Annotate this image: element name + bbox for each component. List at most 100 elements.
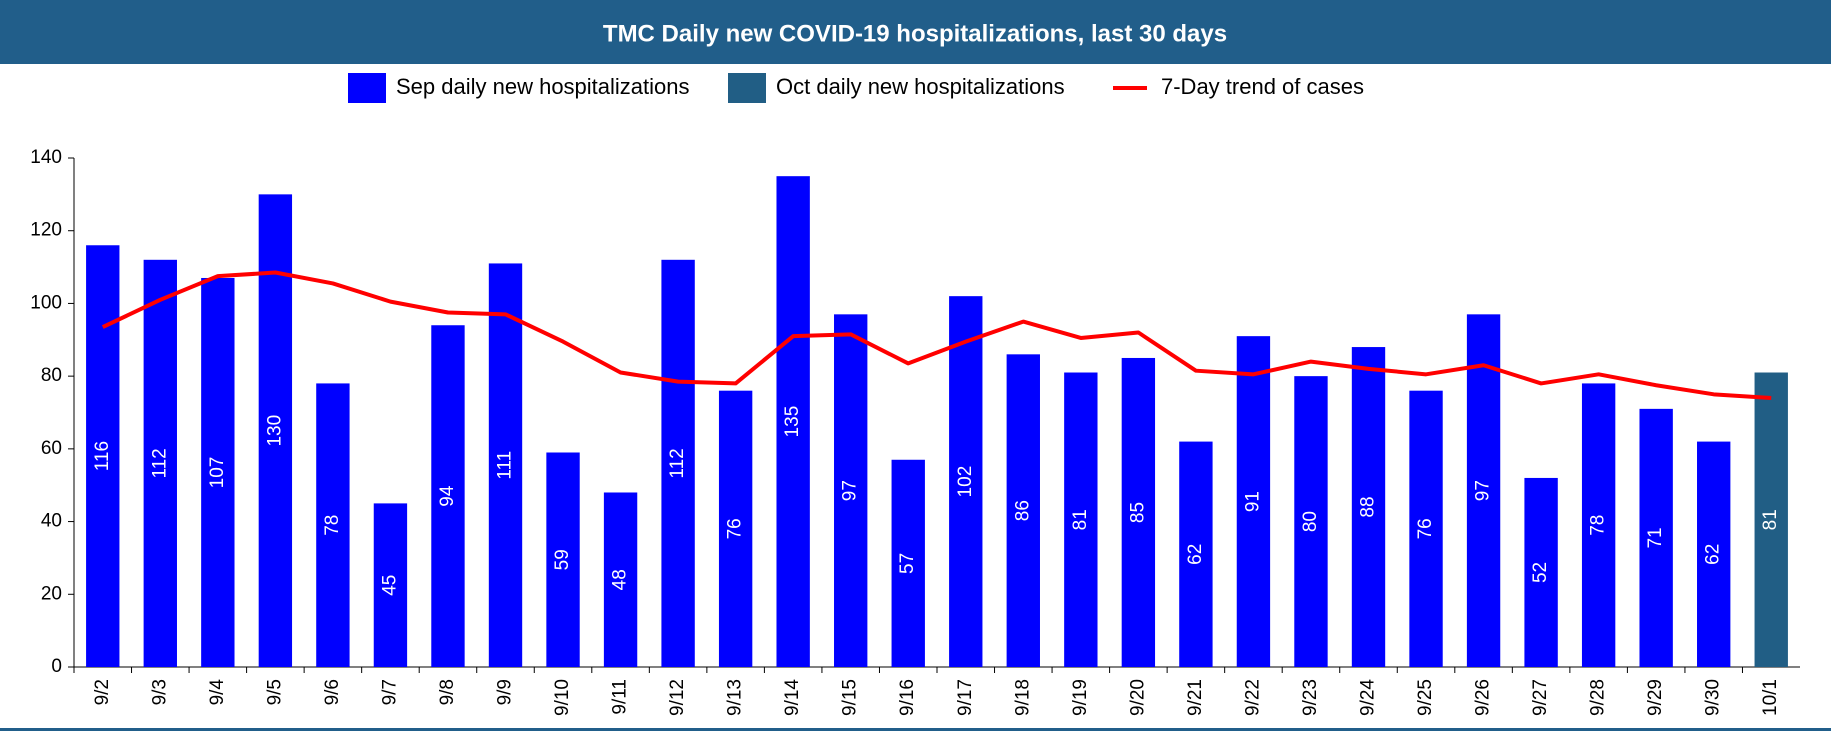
bar xyxy=(201,277,235,667)
data-label: 111 xyxy=(495,451,516,480)
data-label: 71 xyxy=(1645,527,1666,548)
x-tick-label: 10/1 xyxy=(1760,679,1781,716)
trend-line xyxy=(101,270,1772,400)
data-label: 76 xyxy=(1415,518,1436,539)
y-tick-label: 80 xyxy=(41,365,62,386)
x-tick-label: 9/28 xyxy=(1588,679,1609,716)
bar xyxy=(1524,477,1558,667)
bar xyxy=(316,383,350,667)
data-label: 135 xyxy=(782,406,803,438)
bar xyxy=(1351,347,1386,667)
x-tick-label: 9/15 xyxy=(840,679,861,716)
bar xyxy=(891,459,925,667)
bar xyxy=(86,245,120,667)
bar xyxy=(1236,336,1271,667)
data-label: 86 xyxy=(1012,500,1033,521)
x-tick-label: 9/13 xyxy=(725,679,746,716)
bar xyxy=(661,259,695,667)
x-tick-label: 9/30 xyxy=(1703,679,1724,716)
data-label: 102 xyxy=(955,466,976,498)
data-label: 78 xyxy=(1588,515,1609,536)
x-tick-label: 9/18 xyxy=(1012,679,1033,716)
data-label: 48 xyxy=(610,569,631,590)
y-tick-label: 40 xyxy=(41,511,62,532)
data-label: 76 xyxy=(725,518,746,539)
data-label: 85 xyxy=(1127,502,1148,523)
bar xyxy=(1064,372,1098,667)
bar xyxy=(718,390,753,667)
bar xyxy=(1466,314,1501,667)
data-label: 62 xyxy=(1703,544,1724,565)
data-label: 91 xyxy=(1242,491,1263,512)
x-tick-label: 9/5 xyxy=(264,679,285,705)
x-tick-label: 9/24 xyxy=(1358,679,1379,716)
bar xyxy=(1294,376,1328,667)
data-label: 107 xyxy=(207,457,228,489)
x-tick-label: 9/14 xyxy=(782,679,803,716)
bar xyxy=(1179,441,1213,667)
data-label: 97 xyxy=(1473,480,1494,501)
legend-label: Oct daily new hospitalizations xyxy=(776,74,1065,99)
x-tick-label: 9/16 xyxy=(897,679,918,716)
bar xyxy=(1639,408,1673,667)
title-bar xyxy=(0,0,1831,64)
x-tick-label: 9/19 xyxy=(1070,679,1091,716)
x-tick-label: 9/26 xyxy=(1473,679,1494,716)
x-tick-label: 9/21 xyxy=(1185,679,1206,716)
x-tick-label: 9/29 xyxy=(1645,679,1666,716)
x-tick-label: 9/8 xyxy=(437,679,458,705)
bar xyxy=(1581,383,1616,667)
bar xyxy=(949,296,983,667)
x-tick-label: 9/23 xyxy=(1300,679,1321,716)
x-tick-label: 9/10 xyxy=(552,679,573,716)
legend-swatch xyxy=(728,73,766,103)
x-tick-label: 9/11 xyxy=(610,679,631,715)
data-label: 78 xyxy=(322,515,343,536)
data-label: 45 xyxy=(379,575,400,596)
bottom-border xyxy=(0,728,1831,731)
bar xyxy=(1121,357,1156,667)
data-label: 57 xyxy=(897,553,918,574)
bar xyxy=(834,314,868,667)
chart-title: TMC Daily new COVID-19 hospitalizations,… xyxy=(603,20,1227,47)
bar xyxy=(1754,372,1788,667)
bar xyxy=(143,259,177,667)
data-label: 80 xyxy=(1300,511,1321,532)
data-label: 94 xyxy=(437,485,458,507)
y-tick-label: 100 xyxy=(30,292,62,313)
y-tick-label: 60 xyxy=(41,438,62,459)
bar xyxy=(776,176,810,667)
x-tick-label: 9/2 xyxy=(92,679,113,705)
x-tick-label: 9/22 xyxy=(1242,679,1263,716)
data-label: 97 xyxy=(840,480,861,501)
data-label: 116 xyxy=(92,441,113,471)
data-label: 130 xyxy=(264,415,285,447)
legend-swatch xyxy=(348,73,386,103)
data-label: 59 xyxy=(552,549,573,570)
data-label: 88 xyxy=(1358,496,1379,517)
bar xyxy=(603,492,638,667)
y-tick-label: 140 xyxy=(30,147,62,168)
bar xyxy=(431,325,465,667)
bar xyxy=(1006,354,1040,667)
x-tick-label: 9/3 xyxy=(149,679,170,705)
bar xyxy=(1697,441,1731,667)
x-tick-label: 9/9 xyxy=(495,679,516,705)
x-tick-label: 9/6 xyxy=(322,679,343,705)
x-tick-label: 9/12 xyxy=(667,679,688,716)
x-tick-label: 9/25 xyxy=(1415,679,1436,716)
data-label: 81 xyxy=(1070,509,1091,530)
x-tick-label: 9/27 xyxy=(1530,679,1551,716)
x-tick-label: 9/17 xyxy=(955,679,976,716)
legend-label: Sep daily new hospitalizations xyxy=(396,74,690,99)
bar xyxy=(1409,390,1443,667)
data-label: 62 xyxy=(1185,544,1206,565)
x-tick-label: 9/7 xyxy=(379,679,400,705)
data-label: 81 xyxy=(1760,509,1781,530)
bar xyxy=(546,452,580,667)
y-tick-label: 0 xyxy=(51,656,62,677)
data-label: 112 xyxy=(149,448,170,478)
bar xyxy=(373,503,408,667)
data-label: 52 xyxy=(1530,562,1551,583)
